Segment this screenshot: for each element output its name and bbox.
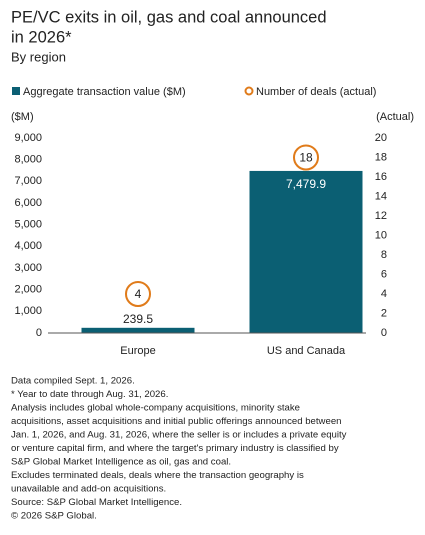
deal-label: 18 xyxy=(299,151,313,165)
bar xyxy=(81,327,195,333)
value-label: 7,479.9 xyxy=(286,177,326,191)
y2-tick-label: 10 xyxy=(375,229,387,241)
footnote: Data compiled Sept. 1, 2026. xyxy=(11,376,135,387)
footnote: * Year to date through Aug. 31, 2026. xyxy=(11,389,168,400)
footnote: Jan. 1, 2026, and Aug. 31, 2026, where t… xyxy=(11,430,347,441)
x-tick-label: Europe xyxy=(120,345,155,357)
deal-marker xyxy=(293,144,319,171)
y2-tick-label: 0 xyxy=(381,327,387,339)
deal-marker xyxy=(125,281,151,307)
deal-label: 4 xyxy=(135,287,142,301)
legend-label: Number of deals (actual) xyxy=(256,86,376,98)
y-tick-label: 0 xyxy=(36,327,42,339)
y-tick-label: 1,000 xyxy=(14,305,42,317)
y-tick-label: 7,000 xyxy=(14,175,42,187)
x-tick-label: US and Canada xyxy=(267,345,346,357)
y2-axis-label: (Actual) xyxy=(376,111,414,123)
footnote: Excludes terminated deals, deals where t… xyxy=(11,470,304,481)
footnote: Analysis includes global whole-company a… xyxy=(11,403,300,414)
footnote: acquisitions, asset acquisitions and ini… xyxy=(11,416,342,427)
bar xyxy=(249,170,363,333)
y2-tick-label: 12 xyxy=(375,210,387,222)
y2-tick-label: 4 xyxy=(381,288,387,300)
y-tick-label: 8,000 xyxy=(14,154,42,166)
footnote: unavailable and add-on acquisitions. xyxy=(11,484,166,495)
chart-title: PE/VC exits in oil, gas and coal announc… xyxy=(11,8,327,26)
y-tick-label: 9,000 xyxy=(14,132,42,144)
chart-title: in 2026* xyxy=(11,28,72,46)
y-tick-label: 4,000 xyxy=(14,240,42,252)
footnote: © 2026 S&P Global. xyxy=(11,511,97,522)
y2-tick-label: 8 xyxy=(381,249,387,261)
footnote: S&P Global Market Intelligence as oil, g… xyxy=(11,457,231,468)
y2-tick-label: 2 xyxy=(381,307,387,319)
footnote: Source: S&P Global Market Intelligence. xyxy=(11,497,182,508)
y2-tick-label: 14 xyxy=(375,190,387,202)
y2-tick-label: 6 xyxy=(381,268,387,280)
legend-swatch xyxy=(244,86,254,96)
chart-subtitle: By region xyxy=(11,49,66,64)
legend-swatch xyxy=(12,87,20,95)
y2-tick-label: 16 xyxy=(375,171,387,183)
value-label: 239.5 xyxy=(123,312,153,326)
y-tick-label: 5,000 xyxy=(14,219,42,231)
legend-label: Aggregate transaction value ($M) xyxy=(23,86,186,98)
y-tick-label: 6,000 xyxy=(14,197,42,209)
y-tick-label: 2,000 xyxy=(14,284,42,296)
y-tick-label: 3,000 xyxy=(14,262,42,274)
y2-tick-label: 20 xyxy=(375,132,387,144)
footnote: or venture capital firm, and where the t… xyxy=(11,443,339,454)
y2-tick-label: 18 xyxy=(375,151,387,163)
y-axis-label: ($M) xyxy=(11,111,34,123)
